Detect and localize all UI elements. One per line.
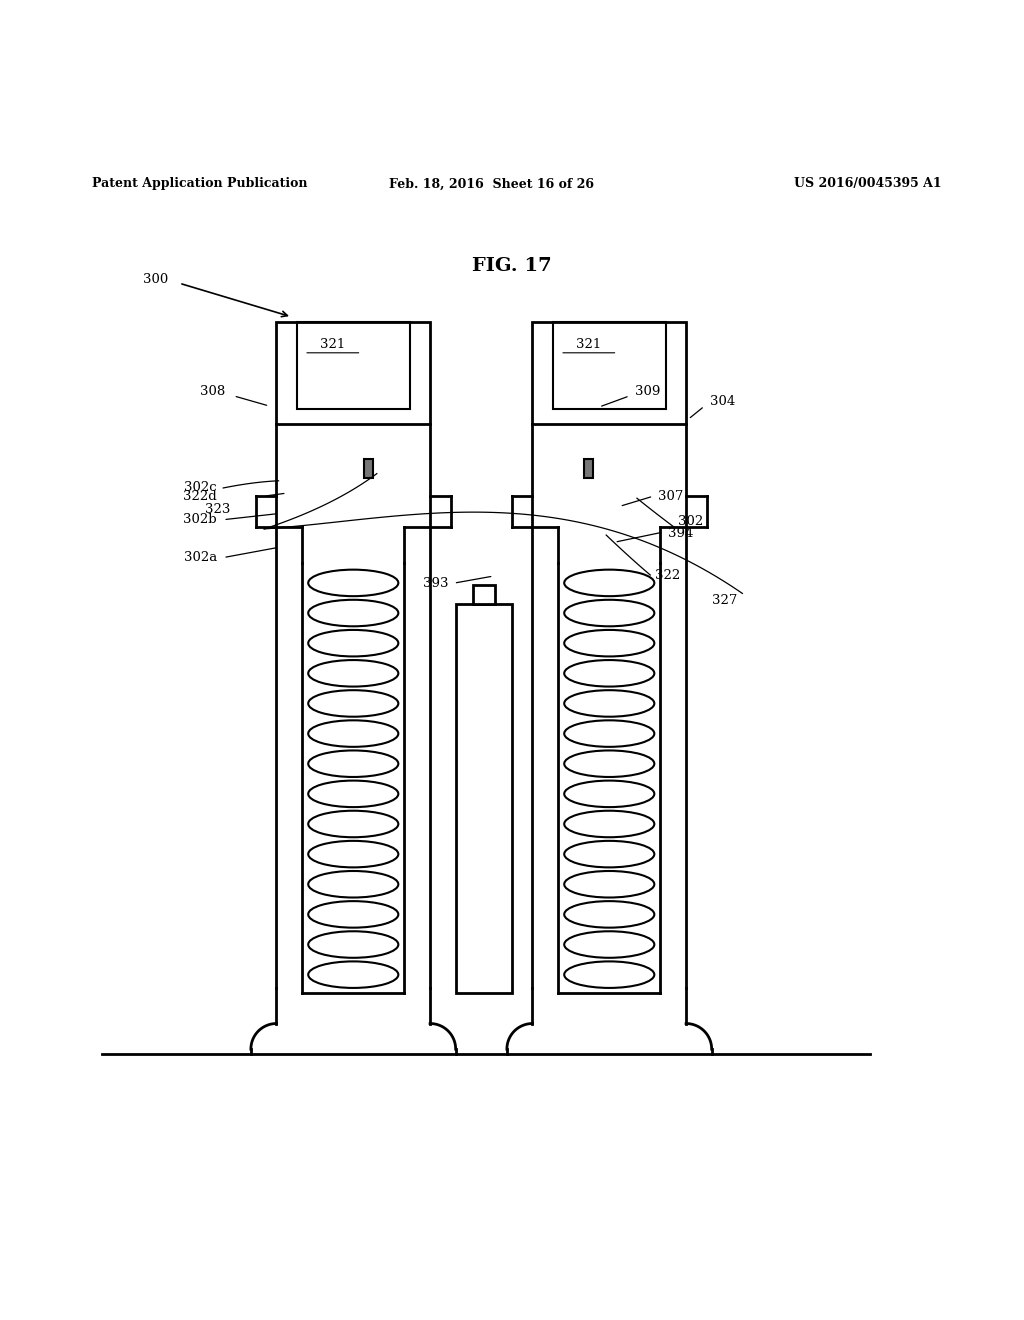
Ellipse shape — [564, 570, 654, 597]
Ellipse shape — [564, 961, 654, 987]
Ellipse shape — [564, 902, 654, 928]
Ellipse shape — [564, 841, 654, 867]
Text: Feb. 18, 2016  Sheet 16 of 26: Feb. 18, 2016 Sheet 16 of 26 — [389, 177, 594, 190]
Text: US 2016/0045395 A1: US 2016/0045395 A1 — [795, 177, 942, 190]
Text: 309: 309 — [635, 385, 660, 399]
Ellipse shape — [308, 810, 398, 837]
Ellipse shape — [308, 902, 398, 928]
Ellipse shape — [308, 721, 398, 747]
Ellipse shape — [308, 841, 398, 867]
Text: 308: 308 — [200, 385, 225, 399]
Ellipse shape — [308, 780, 398, 807]
Ellipse shape — [564, 690, 654, 717]
Ellipse shape — [308, 961, 398, 987]
Text: 322d: 322d — [183, 490, 217, 503]
Bar — [553, 322, 666, 409]
Ellipse shape — [564, 780, 654, 807]
Text: 302a: 302a — [184, 552, 217, 564]
Text: 307: 307 — [658, 490, 684, 503]
Ellipse shape — [564, 721, 654, 747]
Ellipse shape — [564, 932, 654, 958]
Text: 302c: 302c — [184, 482, 217, 495]
Bar — [456, 603, 512, 993]
Ellipse shape — [308, 871, 398, 898]
Text: 323: 323 — [205, 503, 230, 516]
Bar — [364, 459, 373, 478]
Text: 302b: 302b — [183, 513, 217, 527]
Bar — [584, 459, 593, 478]
Ellipse shape — [308, 751, 398, 777]
Text: 322: 322 — [655, 569, 681, 582]
Ellipse shape — [564, 599, 654, 626]
Ellipse shape — [308, 599, 398, 626]
Text: FIG. 17: FIG. 17 — [472, 257, 552, 275]
Ellipse shape — [308, 932, 398, 958]
Ellipse shape — [308, 660, 398, 686]
Text: 302: 302 — [678, 515, 703, 528]
Ellipse shape — [564, 751, 654, 777]
Ellipse shape — [564, 810, 654, 837]
Bar — [276, 322, 430, 425]
Text: 321: 321 — [321, 338, 345, 351]
Ellipse shape — [308, 690, 398, 717]
Ellipse shape — [308, 630, 398, 656]
Bar — [473, 585, 496, 603]
Bar — [532, 322, 686, 425]
Ellipse shape — [564, 660, 654, 686]
Text: 393: 393 — [423, 577, 449, 590]
Text: 394: 394 — [668, 527, 693, 540]
Bar — [297, 322, 410, 409]
Ellipse shape — [308, 570, 398, 597]
Ellipse shape — [564, 630, 654, 656]
Text: 300: 300 — [143, 272, 169, 285]
Text: 321: 321 — [577, 338, 601, 351]
Ellipse shape — [564, 871, 654, 898]
Text: 304: 304 — [710, 396, 735, 408]
Text: Patent Application Publication: Patent Application Publication — [92, 177, 307, 190]
Text: 327: 327 — [712, 594, 737, 607]
